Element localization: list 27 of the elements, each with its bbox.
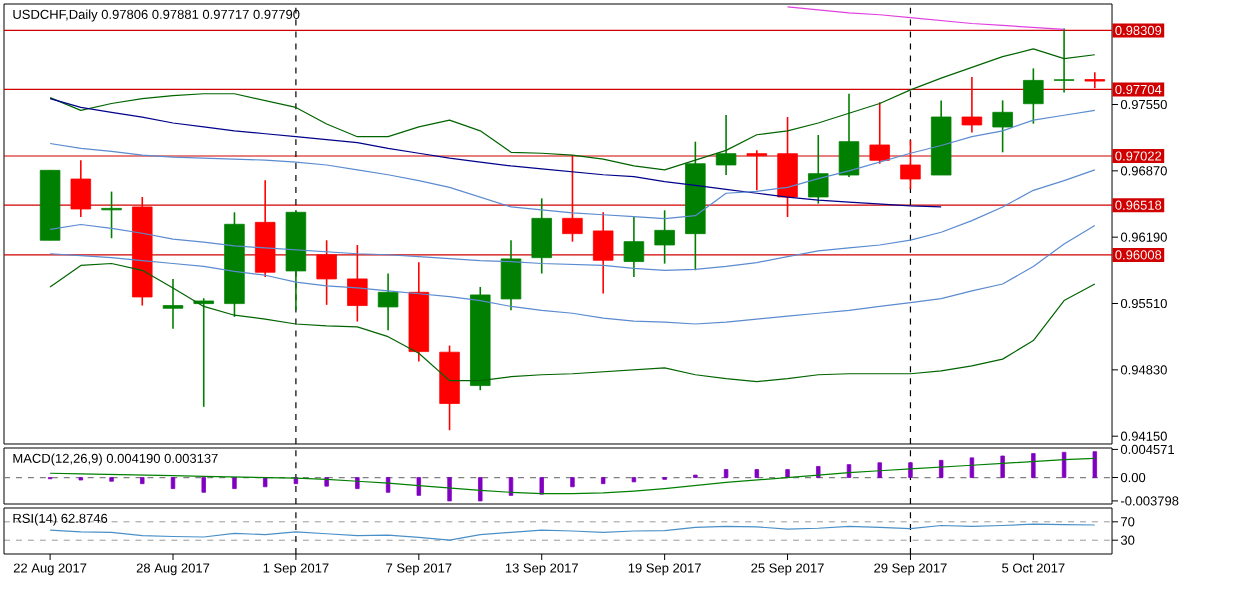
candlestick	[777, 116, 798, 218]
candlestick	[1053, 27, 1075, 94]
candlestick	[500, 239, 522, 312]
line-series	[49, 523, 1096, 541]
candlestick	[162, 278, 184, 330]
candlestick	[347, 244, 368, 323]
candlestick	[1084, 71, 1106, 89]
candlestick	[715, 114, 737, 176]
line-series	[49, 224, 1096, 325]
candlestick	[992, 99, 1013, 154]
candlestick	[900, 139, 921, 190]
candlestick	[531, 197, 552, 275]
candlestick	[654, 209, 675, 265]
candlestick	[961, 76, 983, 134]
candlestick	[838, 92, 860, 178]
candlestick	[623, 216, 645, 278]
candlestick	[101, 190, 122, 240]
candlestick	[592, 211, 614, 295]
candlestick	[1023, 67, 1044, 125]
candlestick	[377, 272, 399, 332]
candlestick	[316, 239, 337, 306]
candlestick	[869, 101, 890, 165]
candlestick	[746, 149, 768, 192]
candlestick	[562, 154, 583, 243]
candlestick	[808, 134, 829, 205]
candlestick	[193, 297, 214, 408]
candlestick	[70, 159, 92, 218]
